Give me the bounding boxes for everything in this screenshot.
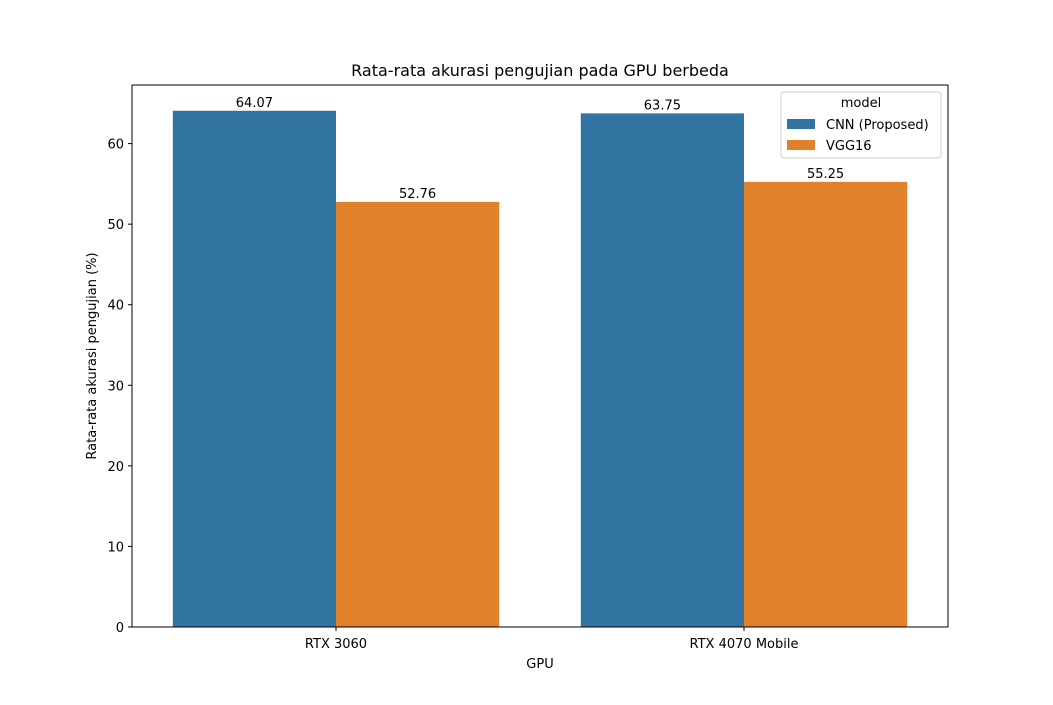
legend-swatch-vgg16 — [787, 140, 815, 150]
y-tick-label: 60 — [107, 138, 124, 153]
x-axis-label: GPU — [526, 657, 553, 672]
chart-title: Rata-rata akurasi pengujian pada GPU ber… — [351, 61, 729, 80]
data-label: 64.07 — [236, 96, 273, 111]
y-tick-label: 40 — [107, 299, 124, 314]
legend-frame — [780, 91, 942, 159]
legend-title: model — [841, 96, 881, 111]
y-tick-label: 0 — [116, 621, 124, 636]
legend: model CNN (Proposed) VGG16 — [780, 91, 942, 159]
legend-label-cnn: CNN (Proposed) — [826, 118, 929, 133]
legend-swatch-cnn — [787, 119, 815, 129]
data-label: 55.25 — [807, 167, 844, 182]
x-tick-label: RTX 4070 Mobile — [690, 637, 799, 652]
y-axis-label: Rata-rata akurasi pengujian (%) — [85, 252, 100, 459]
legend-label-vgg16: VGG16 — [826, 139, 872, 154]
bar-cnn-proposed--rtx-3060 — [172, 110, 336, 628]
bar-cnn-proposed--rtx-4070-mobile — [580, 113, 744, 627]
bar-vgg16-rtx-4070-mobile — [744, 181, 908, 628]
bar-vgg16-rtx-3060 — [336, 201, 500, 628]
data-label: 52.76 — [399, 187, 436, 202]
data-label: 63.75 — [644, 98, 681, 113]
x-tick-label: RTX 3060 — [305, 637, 367, 652]
axes-frame — [131, 84, 949, 628]
y-tick-label: 10 — [107, 540, 124, 555]
y-tick-label: 20 — [107, 460, 124, 475]
y-tick-label: 50 — [107, 218, 124, 233]
y-tick-label: 30 — [107, 379, 124, 394]
plot-area: 64.07 63.75 52.76 55.25 0 10 20 30 40 50 60 RTX 306… — [107, 84, 949, 652]
